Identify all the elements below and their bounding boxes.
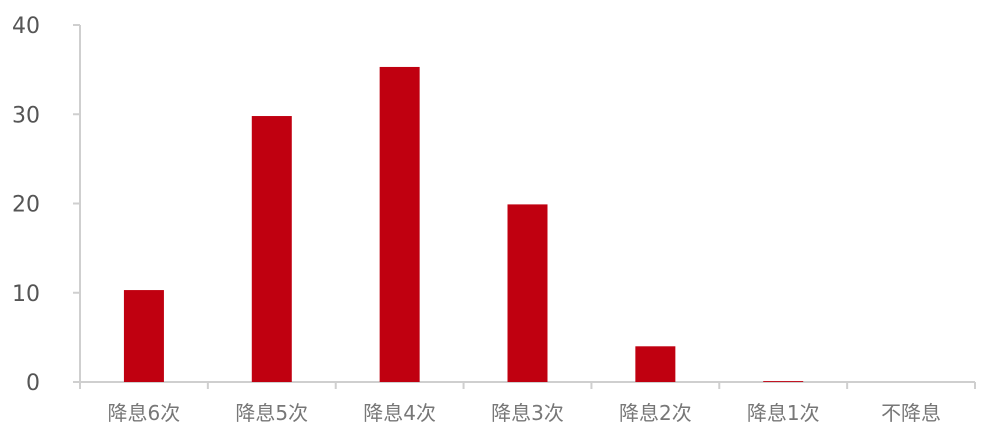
category-label: 降息6次 — [108, 401, 181, 425]
x-axis — [79, 381, 976, 389]
y-tick-label: 20 — [12, 193, 40, 218]
y-axis: 0 10 20 30 40 — [12, 14, 81, 396]
bar-2 — [251, 116, 292, 382]
bar-4 — [507, 204, 548, 382]
y-tick-label: 0 — [26, 371, 40, 396]
category-label: 降息2次 — [619, 401, 692, 425]
bars — [123, 66, 804, 382]
category-label: 降息1次 — [747, 401, 820, 425]
category-label: 不降息 — [881, 401, 941, 425]
category-label: 降息4次 — [363, 401, 436, 425]
bar-6 — [763, 381, 804, 382]
category-labels: 降息6次 降息5次 降息4次 降息3次 降息2次 降息1次 不降息 — [108, 401, 942, 425]
category-label: 降息5次 — [235, 401, 308, 425]
y-tick-label: 10 — [12, 282, 40, 307]
category-label: 降息3次 — [491, 401, 564, 425]
bar-1 — [123, 290, 164, 382]
y-tick-label: 40 — [12, 14, 40, 39]
bar-5 — [635, 346, 676, 382]
bar-3 — [379, 66, 420, 382]
y-tick-label: 30 — [12, 103, 40, 128]
